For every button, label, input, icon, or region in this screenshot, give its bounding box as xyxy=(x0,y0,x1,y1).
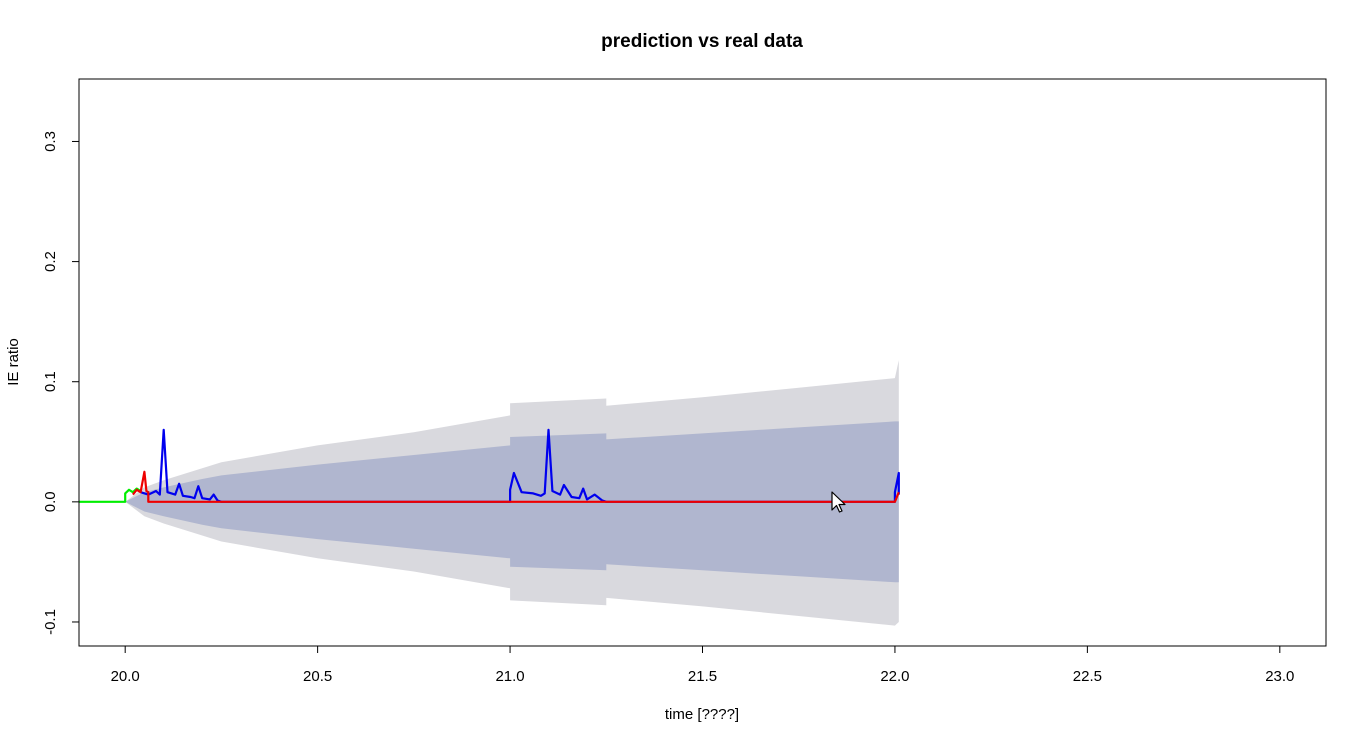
y-tick-label: 0.1 xyxy=(42,371,59,392)
x-tick-label: 23.0 xyxy=(1265,668,1294,685)
real-data-line xyxy=(140,428,900,503)
prediction-line xyxy=(132,470,900,503)
y-axis-label: IE ratio xyxy=(5,338,22,386)
axes: 20.0 20.5 21.0 21.5 22.0 22.5 23.0 -0.1 0.0 0.1 0.… xyxy=(42,131,1294,685)
y-tick-label: 0.2 xyxy=(42,251,59,272)
x-tick-label: 22.5 xyxy=(1073,668,1102,685)
x-tick-label: 21.0 xyxy=(495,668,524,685)
x-tick-label: 20.5 xyxy=(303,668,332,685)
y-tick-label: 0.0 xyxy=(42,491,59,512)
y-tick-label: 0.3 xyxy=(42,131,59,152)
plot-area xyxy=(79,360,900,626)
chart-title: prediction vs real data xyxy=(601,31,803,52)
x-axis-label: time [????] xyxy=(665,706,739,723)
x-tick-label: 22.0 xyxy=(880,668,909,685)
y-tick-label: -0.1 xyxy=(42,609,59,635)
real-data-before-line xyxy=(79,487,142,503)
x-tick-label: 21.5 xyxy=(688,668,717,685)
x-tick-label: 20.0 xyxy=(111,668,140,685)
mouse-cursor xyxy=(831,491,846,513)
